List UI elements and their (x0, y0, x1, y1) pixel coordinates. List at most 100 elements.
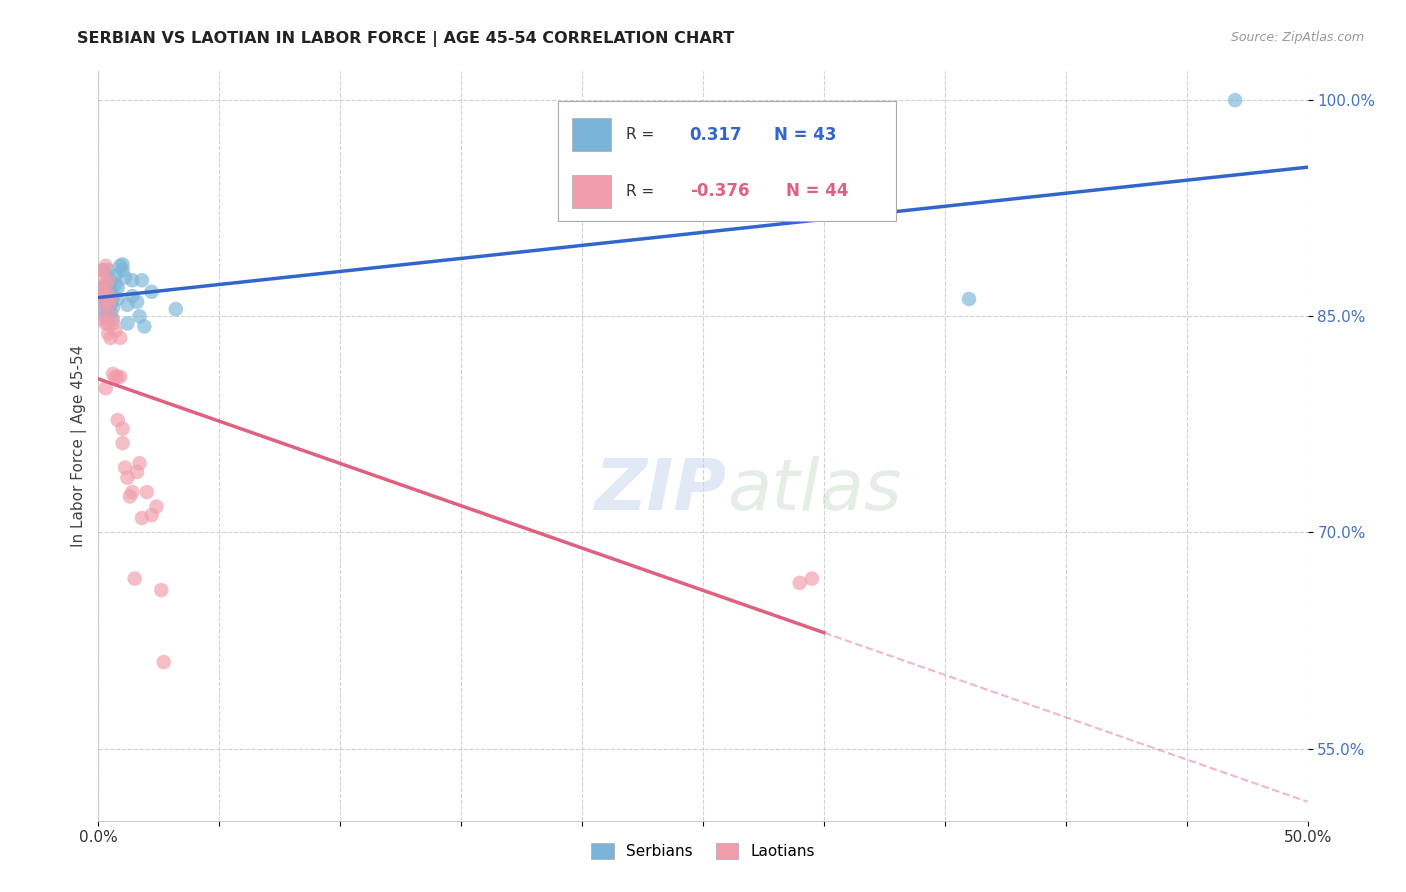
Point (101, 291, 124, 305)
Point (91, 263, 114, 277)
Point (141, 508, 163, 523)
Text: R =: R = (626, 184, 654, 199)
Legend: Serbians, Laotians: Serbians, Laotians (585, 838, 821, 865)
Bar (576, 120, 607, 143)
Text: R =: R = (626, 128, 654, 143)
Point (101, 317, 124, 331)
Point (111, 422, 134, 436)
Text: 0.317: 0.317 (690, 126, 742, 144)
Point (789, 575, 811, 590)
Point (94, 277, 117, 292)
Point (121, 273, 143, 287)
Point (108, 259, 131, 273)
Point (108, 331, 131, 345)
Point (111, 257, 134, 271)
Point (127, 465, 149, 479)
Point (118, 490, 141, 504)
Point (94, 317, 117, 331)
Point (90, 292, 112, 306)
Bar (572, 119, 612, 152)
Point (100, 292, 122, 306)
Point (1223, 93, 1246, 107)
Point (91, 298, 114, 312)
Point (97, 302, 120, 317)
Text: N = 43: N = 43 (775, 126, 837, 144)
Point (131, 273, 153, 287)
Text: atlas: atlas (727, 457, 901, 525)
Point (127, 294, 149, 309)
Point (101, 301, 124, 315)
Point (91, 292, 114, 306)
Point (117, 317, 139, 331)
Text: ZIP: ZIP (595, 457, 727, 525)
Point (135, 485, 157, 500)
Point (100, 331, 122, 345)
Point (101, 312, 124, 326)
Point (800, 572, 823, 586)
Point (100, 292, 122, 306)
Point (94, 298, 117, 312)
Point (94, 280, 117, 294)
Point (107, 280, 129, 294)
Point (97, 317, 120, 331)
Point (145, 500, 167, 514)
Point (957, 292, 980, 306)
Bar (572, 175, 612, 208)
Point (114, 460, 136, 475)
Point (111, 263, 134, 277)
Point (131, 511, 153, 525)
Point (90, 268, 112, 283)
Text: -0.376: -0.376 (690, 182, 749, 200)
Point (100, 298, 122, 312)
Point (134, 319, 156, 334)
Point (100, 273, 122, 287)
Point (124, 572, 146, 586)
Point (91, 302, 114, 317)
Point (100, 310, 122, 324)
Point (91, 263, 114, 277)
Point (97, 280, 120, 294)
Point (97, 294, 120, 309)
Point (94, 292, 117, 306)
Bar (558, 102, 897, 221)
Point (101, 367, 124, 381)
Point (111, 436, 134, 450)
Point (117, 471, 139, 485)
Point (121, 289, 143, 303)
Point (107, 413, 129, 427)
Y-axis label: In Labor Force | Age 45-54: In Labor Force | Age 45-54 (72, 345, 87, 547)
Point (90, 280, 112, 294)
Point (114, 270, 136, 285)
Point (94, 292, 117, 306)
Point (104, 324, 127, 338)
Text: N = 44: N = 44 (786, 182, 849, 200)
Point (150, 583, 173, 598)
Point (100, 284, 122, 298)
Text: Source: ZipAtlas.com: Source: ZipAtlas.com (1230, 31, 1364, 45)
Point (91, 284, 114, 298)
Point (97, 298, 120, 312)
Point (91, 280, 114, 294)
Point (97, 263, 120, 277)
Point (97, 287, 120, 301)
Point (107, 369, 129, 384)
Point (94, 259, 117, 273)
Point (90, 284, 112, 298)
Point (152, 655, 174, 669)
Point (128, 456, 150, 470)
Point (94, 310, 117, 324)
Point (104, 277, 127, 292)
Point (108, 369, 131, 384)
Point (97, 326, 120, 341)
Point (141, 285, 163, 299)
Point (165, 302, 187, 317)
Point (128, 310, 150, 324)
Point (100, 306, 122, 320)
Point (97, 287, 120, 301)
Point (104, 369, 127, 384)
Point (107, 292, 129, 306)
Point (97, 273, 120, 287)
Point (121, 485, 143, 500)
Point (91, 312, 114, 326)
Point (104, 268, 127, 283)
